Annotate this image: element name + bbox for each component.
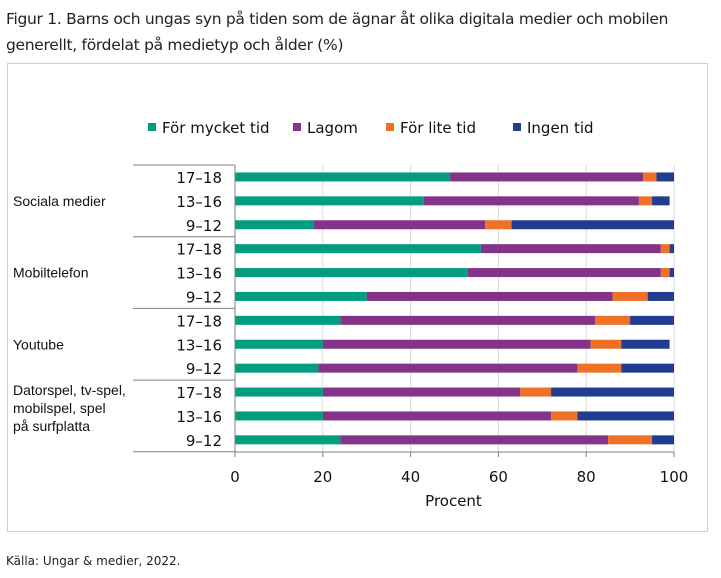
group-label-3-2: på surfplatta xyxy=(13,418,90,434)
bar-11-series-1 xyxy=(340,435,609,445)
bar-3-series-2 xyxy=(660,244,670,254)
bar-10-series-0 xyxy=(235,411,323,421)
age-label-7: 13–16 xyxy=(176,336,222,354)
legend-label-1: Lagom xyxy=(307,119,358,137)
category-separators xyxy=(133,164,235,453)
bar-2-series-2 xyxy=(485,220,512,230)
legend-label-0: För mycket tid xyxy=(162,119,270,137)
age-label-1: 13–16 xyxy=(176,193,222,211)
legend-swatch-3 xyxy=(513,123,521,131)
legend-swatch-2 xyxy=(386,123,394,131)
legend-item-0: För mycket tid xyxy=(148,119,270,137)
bar-1-series-2 xyxy=(638,196,653,206)
group-label-1-0: Mobiltelefon xyxy=(13,265,89,281)
bar-7-series-2 xyxy=(590,339,622,349)
x-tick-label-0: 0 xyxy=(230,468,240,486)
bar-11-series-0 xyxy=(235,435,341,445)
bar-2-series-0 xyxy=(235,220,315,230)
legend-label-2: För lite tid xyxy=(400,119,476,137)
bar-5-series-0 xyxy=(235,291,367,301)
bar-10-series-3 xyxy=(577,411,674,421)
bar-3-series-1 xyxy=(480,244,661,254)
y-axis-labels: Sociala medier Mobiltelefon Youtube Datorsp… xyxy=(13,169,222,450)
legend-item-2: För lite tid xyxy=(386,119,476,137)
bar-4-series-0 xyxy=(235,268,468,278)
legend-swatch-0 xyxy=(148,123,156,131)
group-label-3-0: Datorspel, tv-spel, xyxy=(13,382,126,398)
age-label-0: 17–18 xyxy=(176,169,222,187)
x-axis: 0 20 40 60 80 100 Procent xyxy=(230,165,688,510)
bar-9-series-2 xyxy=(520,387,552,397)
legend-swatch-1 xyxy=(293,123,301,131)
bar-6-series-3 xyxy=(630,315,674,325)
bar-6-series-0 xyxy=(235,315,341,325)
bar-8-series-1 xyxy=(318,363,578,373)
x-tick-label-80: 80 xyxy=(577,468,596,486)
bar-2-series-1 xyxy=(314,220,486,230)
bar-10-series-2 xyxy=(551,411,578,421)
x-tick-label-100: 100 xyxy=(660,468,689,486)
bar-9-series-3 xyxy=(551,387,674,397)
age-label-4: 13–16 xyxy=(176,265,222,283)
group-label-0-0: Sociala medier xyxy=(13,193,106,209)
age-label-6: 17–18 xyxy=(176,312,222,330)
x-tick-label-40: 40 xyxy=(401,468,420,486)
legend-item-1: Lagom xyxy=(293,119,358,137)
x-tick-label-60: 60 xyxy=(489,468,508,486)
group-label-2-0: Youtube xyxy=(13,336,64,352)
bar-11-series-2 xyxy=(608,435,653,445)
bar-4-series-1 xyxy=(467,268,661,278)
bar-0-series-1 xyxy=(450,172,644,182)
bar-5-series-1 xyxy=(366,291,613,301)
bar-0-series-3 xyxy=(656,172,674,182)
chart-frame xyxy=(7,63,708,532)
bars xyxy=(235,172,674,445)
age-label-8: 9–12 xyxy=(186,360,222,378)
bar-7-series-0 xyxy=(235,339,323,349)
bar-7-series-3 xyxy=(621,339,670,349)
bar-3-series-3 xyxy=(669,244,674,254)
bar-1-series-3 xyxy=(652,196,670,206)
bar-7-series-1 xyxy=(322,339,591,349)
bar-9-series-0 xyxy=(235,387,323,397)
bar-3-series-0 xyxy=(235,244,481,254)
bar-5-series-2 xyxy=(612,291,648,301)
bar-9-series-1 xyxy=(322,387,521,397)
age-label-3: 17–18 xyxy=(176,241,222,259)
age-label-2: 9–12 xyxy=(186,217,222,235)
bar-0-series-0 xyxy=(235,172,451,182)
bar-4-series-2 xyxy=(660,268,670,278)
x-axis-title: Procent xyxy=(425,492,482,510)
bar-2-series-3 xyxy=(511,220,674,230)
age-label-11: 9–12 xyxy=(186,432,222,450)
bar-8-series-2 xyxy=(577,363,622,373)
bar-6-series-1 xyxy=(340,315,595,325)
bar-0-series-2 xyxy=(643,172,657,182)
bar-1-series-1 xyxy=(423,196,639,206)
bar-8-series-0 xyxy=(235,363,319,373)
bar-5-series-3 xyxy=(647,291,674,301)
age-label-9: 17–18 xyxy=(176,384,222,402)
group-label-3-1: mobilspel, spel xyxy=(13,400,106,416)
legend: För mycket tid Lagom För lite tid Ingen tid xyxy=(148,119,594,137)
bar-4-series-3 xyxy=(669,268,674,278)
bar-1-series-0 xyxy=(235,196,424,206)
age-label-5: 9–12 xyxy=(186,288,222,306)
source-note: Källa: Ungar & medier, 2022. xyxy=(6,554,181,568)
figure-title: Figur 1. Barns och ungas syn på tiden so… xyxy=(6,10,669,54)
x-tick-label-20: 20 xyxy=(313,468,332,486)
bar-10-series-1 xyxy=(322,411,552,421)
legend-item-3: Ingen tid xyxy=(513,119,594,137)
age-label-10: 13–16 xyxy=(176,408,222,426)
bar-8-series-3 xyxy=(621,363,674,373)
bar-6-series-2 xyxy=(594,315,631,325)
bar-11-series-3 xyxy=(652,435,674,445)
legend-label-3: Ingen tid xyxy=(527,119,594,137)
gridlines xyxy=(322,165,675,452)
